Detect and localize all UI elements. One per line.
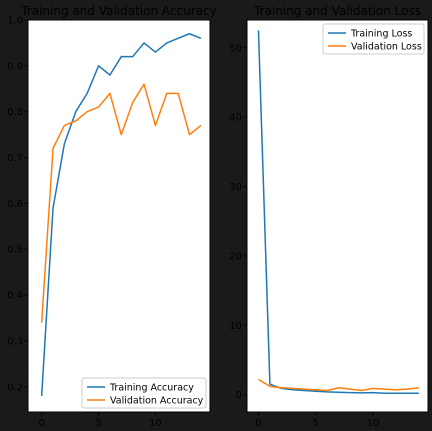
chart-title: Training and Validation Accuracy: [20, 4, 216, 18]
legend: Training Accuracy Validation Accuracy: [81, 377, 207, 409]
y-tick-label: 30: [229, 182, 242, 193]
x-tick-label: 5: [95, 418, 101, 429]
y-tick-label: 0.7: [7, 153, 23, 164]
x-tick-label: 0: [38, 418, 44, 429]
legend-label: Training Loss: [350, 29, 412, 40]
chart-title: Training and Validation Loss: [253, 4, 421, 18]
series-line-1: [40, 33, 202, 396]
legend-label: Validation Accuracy: [110, 396, 204, 407]
plot-area: [28, 20, 210, 412]
y-tick-label: 50: [229, 43, 242, 54]
y-tick-label: 0.6: [7, 199, 23, 210]
y-tick-label: 0: [236, 390, 242, 401]
y-tick-label: 0.9: [7, 61, 23, 72]
x-tick-label: 5: [313, 418, 319, 429]
y-tick-label: 0.8: [7, 107, 23, 118]
series-line-2: [258, 378, 419, 392]
accuracy-chart: Training and Validation Accuracy 0.2 0.3 0.…: [7, 4, 217, 429]
axes-frame: [27, 19, 211, 413]
x-tick-label: 10: [149, 418, 162, 429]
axes-frame: [246, 19, 429, 413]
y-tick-label: 20: [229, 251, 242, 262]
series-line-2: [40, 83, 202, 323]
x-tick-label: 0: [255, 418, 261, 429]
series-line-1: [257, 30, 419, 395]
y-tick-label: 40: [229, 113, 242, 124]
loss-chart: Training and Validation Loss 0 10 20 30 40 50 0…: [229, 4, 429, 429]
y-tick-label: 1.0: [7, 16, 23, 27]
legend-label: Validation Loss: [351, 42, 422, 53]
y-tick-label: 0.3: [7, 336, 23, 347]
legend-box: [81, 377, 207, 409]
plot-area: [247, 20, 428, 412]
x-tick-label: 10: [367, 418, 380, 429]
legend-box: [322, 23, 425, 55]
legend-label: Training Accuracy: [109, 383, 194, 394]
y-tick-label: 0.5: [7, 245, 23, 256]
y-tick-label: 0.4: [7, 291, 23, 302]
y-tick-label: 10: [229, 321, 242, 332]
y-tick-label: 0.2: [7, 382, 23, 393]
legend: Training Loss Validation Loss: [322, 23, 425, 55]
